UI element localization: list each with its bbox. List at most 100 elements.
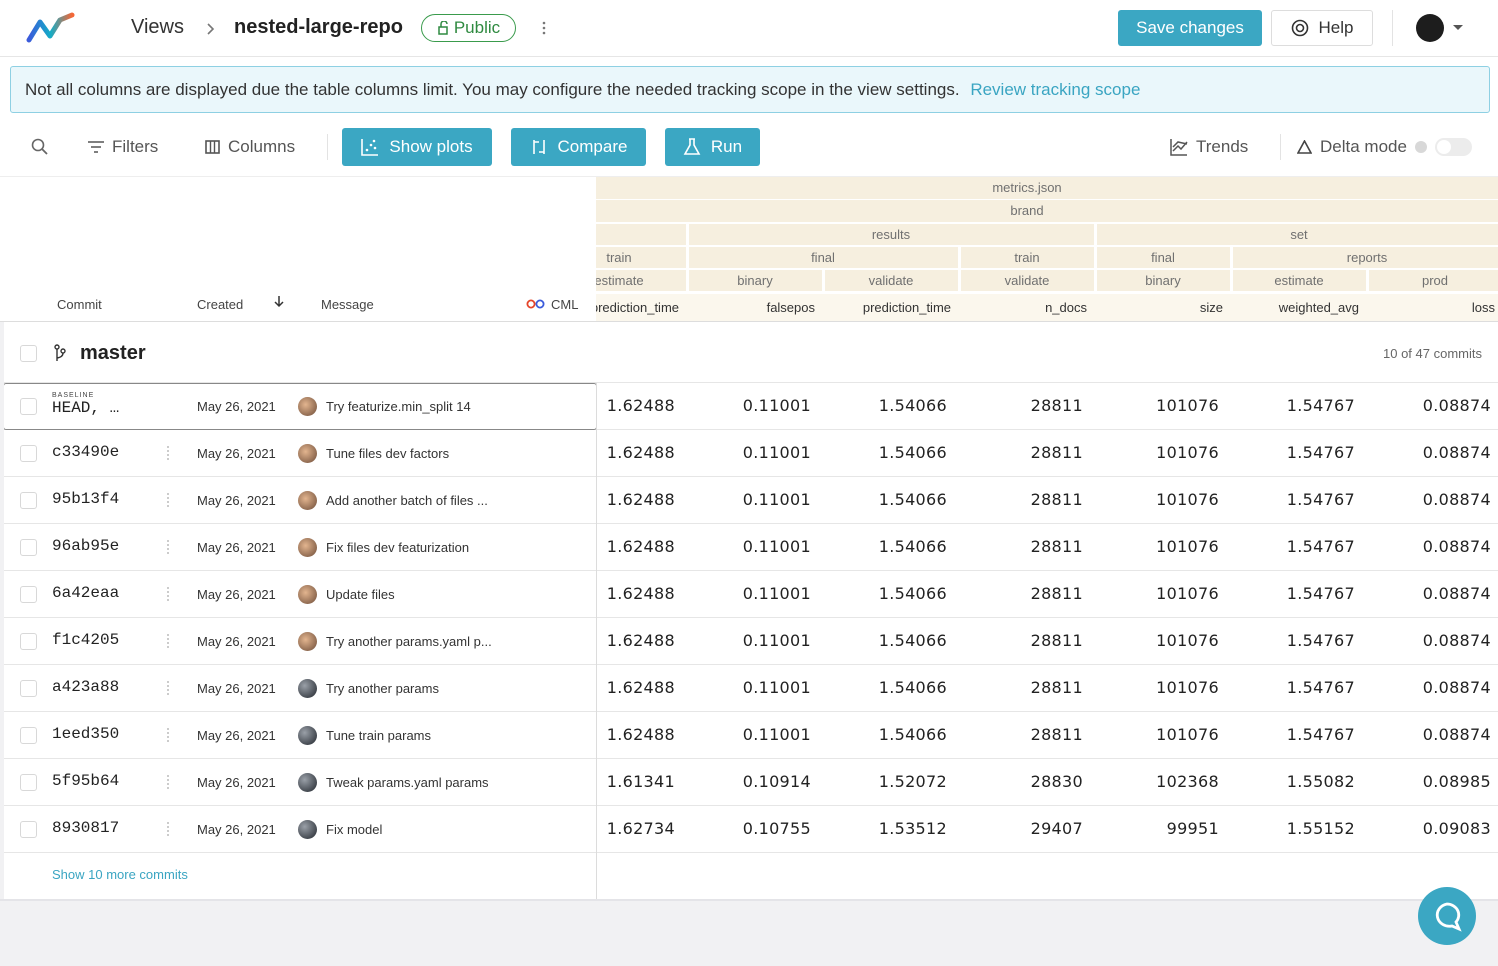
metric-value: 101076: [1095, 725, 1219, 744]
metric-value: 1.54767: [1231, 490, 1355, 509]
row-menu[interactable]: [167, 681, 169, 695]
commit-id: 1eed350: [52, 725, 119, 743]
checkbox[interactable]: [20, 345, 37, 362]
row-menu[interactable]: [167, 493, 169, 507]
user-avatar[interactable]: [1416, 14, 1444, 42]
delta-mode: Delta mode: [1297, 128, 1427, 166]
run-label: Run: [711, 137, 742, 157]
save-changes-button[interactable]: Save changes: [1118, 10, 1262, 46]
checkbox[interactable]: [20, 586, 37, 603]
commit-id: 95b13f4: [52, 490, 119, 508]
commit-row[interactable]: 8930817May 26, 2021Fix model1.627340.107…: [4, 806, 1498, 853]
checkbox[interactable]: [20, 821, 37, 838]
delta-help-icon[interactable]: [1415, 141, 1427, 153]
commit-row[interactable]: c33490eMay 26, 2021Tune files dev factor…: [4, 430, 1498, 477]
compare-label: Compare: [558, 137, 628, 157]
filter-icon: [88, 141, 104, 153]
row-menu[interactable]: [167, 634, 169, 648]
chat-button[interactable]: [1418, 887, 1476, 945]
columns-button[interactable]: Columns: [205, 128, 295, 166]
checkbox[interactable]: [20, 774, 37, 791]
commit-header: Commit: [57, 297, 102, 312]
metric-column-header[interactable]: falsepos: [687, 294, 815, 321]
commit-message: Add another batch of files ...: [326, 493, 488, 508]
metric-value: 0.11001: [687, 443, 811, 462]
help-button[interactable]: Help: [1271, 10, 1373, 46]
commit-row[interactable]: 6a42eaaMay 26, 2021Update files1.624880.…: [4, 571, 1498, 618]
row-menu[interactable]: [167, 446, 169, 460]
author-avatar: [298, 491, 317, 510]
trends-button[interactable]: Trends: [1170, 128, 1248, 166]
metric-column-header[interactable]: weighted_avg: [1231, 294, 1359, 321]
commit-row[interactable]: 96ab95eMay 26, 2021Fix files dev featuri…: [4, 524, 1498, 571]
checkbox[interactable]: [20, 492, 37, 509]
checkbox[interactable]: [20, 727, 37, 744]
logo[interactable]: [26, 12, 76, 44]
commit-row[interactable]: f1c4205May 26, 2021Try another params.ya…: [4, 618, 1498, 665]
metric-value: 0.08874: [1367, 490, 1491, 509]
checkbox[interactable]: [20, 680, 37, 697]
compare-icon: [530, 138, 548, 156]
metric-value: 0.08874: [1367, 678, 1491, 697]
sort-arrow[interactable]: [274, 295, 284, 308]
metric-value: 1.62488: [551, 443, 675, 462]
metric-value: 101076: [1095, 396, 1219, 415]
checkbox[interactable]: [20, 539, 37, 556]
metric-value: 99951: [1095, 819, 1219, 838]
show-plots-button[interactable]: Show plots: [342, 128, 492, 166]
row-menu[interactable]: [167, 775, 169, 789]
created-date: May 26, 2021: [197, 634, 276, 649]
group-header: estimate: [1233, 270, 1366, 291]
lock-icon: [437, 21, 449, 35]
commit-message: Try another params.yaml p...: [326, 634, 492, 649]
metric-column-header[interactable]: n_docs: [959, 294, 1087, 321]
show-more-link[interactable]: Show 10 more commits: [52, 867, 188, 882]
checkbox[interactable]: [20, 445, 37, 462]
metric-value: 29407: [959, 819, 1083, 838]
created-date: May 26, 2021: [197, 540, 276, 555]
created-header[interactable]: Created: [197, 297, 243, 312]
metric-value: 0.11001: [687, 396, 811, 415]
row-menu[interactable]: [167, 822, 169, 836]
delta-mode-toggle[interactable]: [1435, 138, 1472, 156]
compare-button[interactable]: Compare: [511, 128, 646, 166]
row-menu[interactable]: [167, 540, 169, 554]
commit-id: 5f95b64: [52, 772, 119, 790]
commit-row[interactable]: 95b13f4May 26, 2021Add another batch of …: [4, 477, 1498, 524]
metric-column-header[interactable]: prediction_time: [823, 294, 951, 321]
metric-value: 1.54066: [823, 631, 947, 650]
banner-link[interactable]: Review tracking scope: [970, 80, 1140, 99]
metric-column-header[interactable]: size: [1095, 294, 1223, 321]
commit-row[interactable]: 5f95b64May 26, 2021Tweak params.yaml par…: [4, 759, 1498, 806]
cml-icon: [526, 299, 546, 309]
metric-value: 101076: [1095, 678, 1219, 697]
commit-message: Fix files dev featurization: [326, 540, 469, 555]
user-menu-caret[interactable]: [1452, 24, 1464, 32]
group-header: brand: [596, 200, 1498, 222]
metric-column-header[interactable]: loss: [1367, 294, 1495, 321]
row-menu[interactable]: [167, 728, 169, 742]
checkbox[interactable]: [20, 633, 37, 650]
author-avatar: [298, 632, 317, 651]
chat-icon: [1432, 902, 1462, 932]
more-menu[interactable]: [540, 20, 548, 36]
metric-value: 0.11001: [687, 725, 811, 744]
row-menu[interactable]: [167, 587, 169, 601]
run-button[interactable]: Run: [665, 128, 760, 166]
author-avatar: [298, 444, 317, 463]
metric-column-header[interactable]: prediction_time: [596, 294, 679, 321]
breadcrumb-views[interactable]: Views: [131, 16, 184, 39]
commit-row[interactable]: a423a88May 26, 2021Try another params1.6…: [4, 665, 1498, 712]
metric-value: 1.62488: [551, 678, 675, 697]
metric-value: 1.54066: [823, 443, 947, 462]
visibility-badge[interactable]: Public: [421, 14, 516, 42]
metric-value: 1.52072: [823, 772, 947, 791]
repo-name: nested-large-repo: [234, 16, 403, 39]
metric-value: 1.54767: [1231, 396, 1355, 415]
search-button[interactable]: [31, 138, 49, 156]
commit-row[interactable]: 1eed350May 26, 2021Tune train params1.62…: [4, 712, 1498, 759]
metric-value: 28811: [959, 396, 1083, 415]
metric-value: 0.08874: [1367, 584, 1491, 603]
filters-button[interactable]: Filters: [88, 128, 158, 166]
